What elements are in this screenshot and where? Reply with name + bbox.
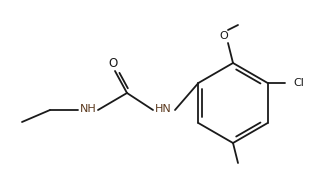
Text: Cl: Cl (294, 78, 305, 88)
Text: NH: NH (80, 104, 96, 114)
Text: O: O (108, 57, 118, 69)
Text: HN: HN (154, 104, 171, 114)
Text: O: O (219, 31, 228, 41)
